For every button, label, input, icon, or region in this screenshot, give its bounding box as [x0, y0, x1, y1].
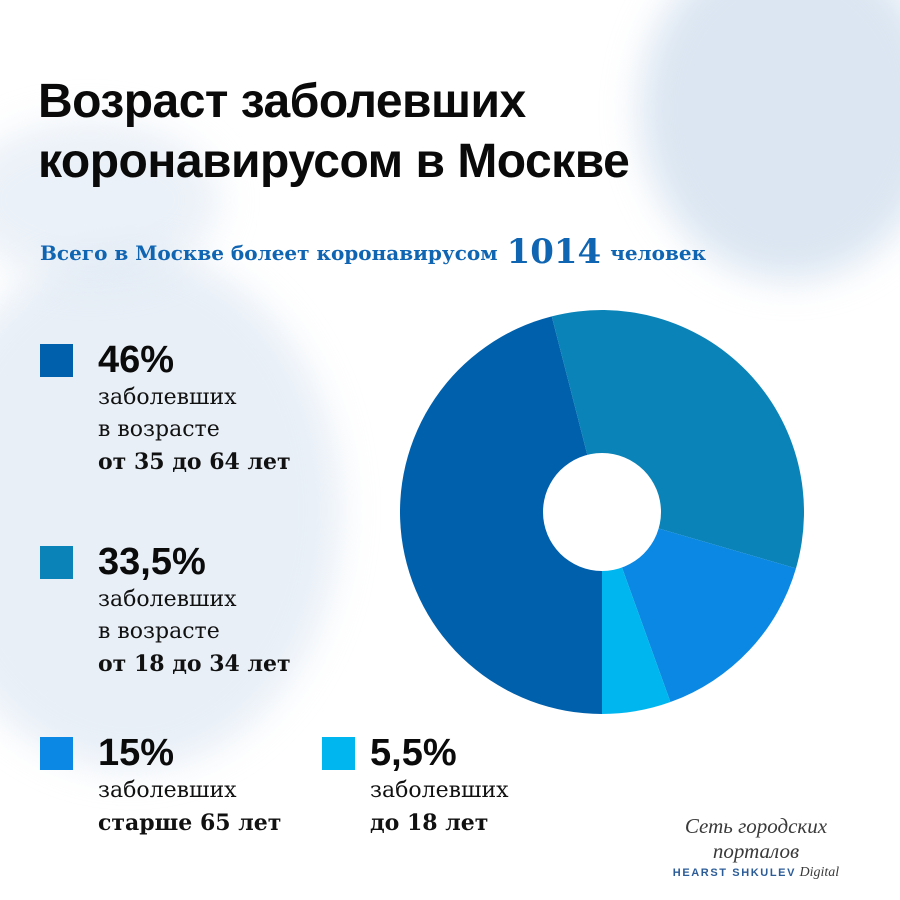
subtitle: Всего в Москве болеет коронавирусом 1014… [40, 232, 706, 272]
legend-percent: 15% [98, 732, 175, 774]
legend-line: заболевших [98, 587, 237, 612]
legend-age-range: до 18 лет [370, 810, 489, 836]
legend-swatch-65-plus [40, 737, 73, 770]
legend-line: в возрасте [98, 417, 220, 442]
page-title: Возраст заболевших коронавирусом в Москв… [38, 72, 630, 192]
legend-line: заболевших [370, 778, 509, 803]
legend-line: заболевших [98, 385, 237, 410]
legend-line: в возрасте [98, 619, 220, 644]
title-line-1: Возраст заболевших [38, 75, 526, 128]
brand-logo: Сеть городских порталов HEARST SHKULEV D… [646, 814, 866, 881]
legend-percent: 33,5% [98, 541, 206, 583]
legend-percent: 46% [98, 339, 175, 381]
subtitle-prefix: Всего в Москве болеет коронавирусом [40, 241, 498, 265]
total-cases-number: 1014 [506, 232, 602, 272]
slice-35-64 [399, 316, 602, 714]
title-line-2: коронавирусом в Москве [38, 135, 630, 188]
donut-hole [543, 453, 661, 571]
subtitle-suffix: человек [610, 241, 707, 265]
brand-line-2: HEARST SHKULEV Digital [646, 865, 866, 881]
legend-age-range: старше 65 лет [98, 810, 282, 836]
legend-swatch-35-64 [40, 344, 73, 377]
brand-line-1: Сеть городских порталов [684, 814, 828, 863]
brand-italic: Digital [799, 865, 840, 880]
slice-65-plus [602, 512, 796, 703]
brand-caps: HEARST SHKULEV [672, 867, 797, 879]
legend-percent: 5,5% [370, 732, 457, 774]
legend-swatch-under-18 [322, 737, 355, 770]
legend-age-range: от 35 до 64 лет [98, 449, 291, 475]
legend-age-range: от 18 до 34 лет [98, 651, 291, 677]
legend-swatch-18-34 [40, 546, 73, 579]
legend-line: заболевших [98, 778, 237, 803]
